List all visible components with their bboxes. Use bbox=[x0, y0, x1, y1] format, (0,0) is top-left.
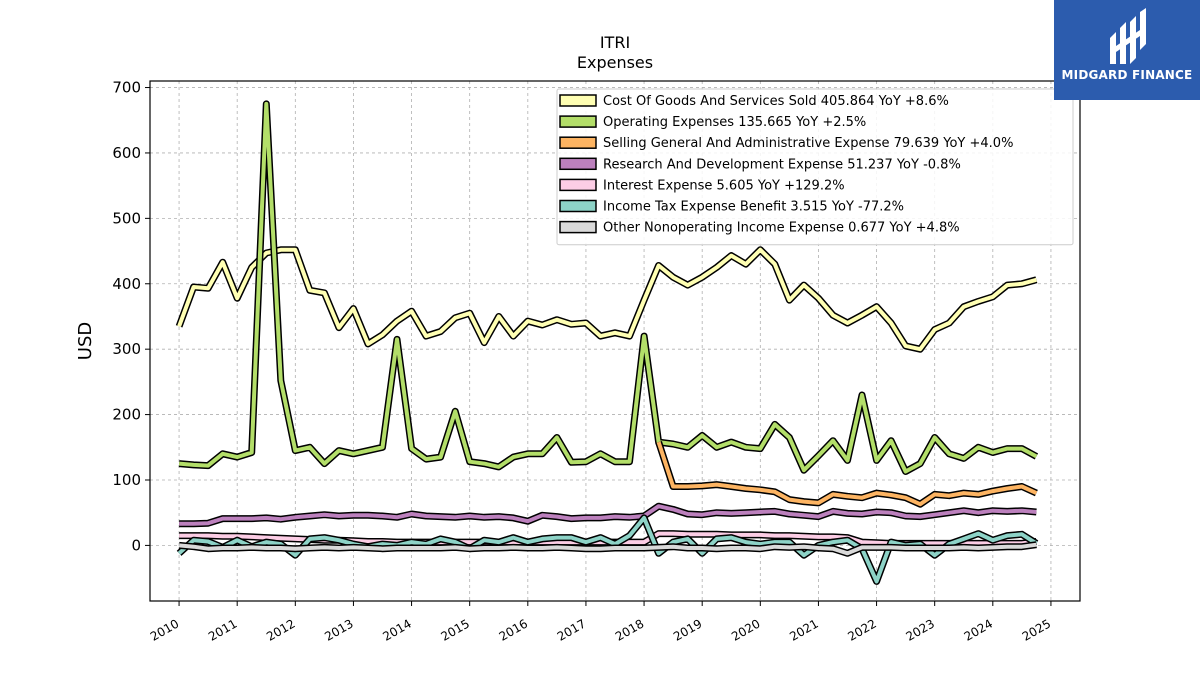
legend-swatch bbox=[559, 178, 597, 192]
y-axis: 0 100 200 300 400 500 600 700 bbox=[112, 79, 150, 554]
legend-entry: Interest Expense 5.605 YoY +129.2% bbox=[603, 178, 845, 193]
legend-entry: Other Nonoperating Income Expense 0.677 … bbox=[603, 221, 960, 236]
legend-swatch bbox=[559, 115, 597, 128]
legend-entry: Cost Of Goods And Services Sold 405.864 … bbox=[603, 94, 949, 109]
legend-entry: Selling General And Administrative Expen… bbox=[603, 136, 1013, 151]
series-6 bbox=[178, 541, 1037, 557]
series-line bbox=[177, 515, 1038, 584]
legend-swatch bbox=[559, 136, 597, 149]
series-0 bbox=[175, 246, 1038, 353]
y-tick-label: 600 bbox=[112, 144, 141, 162]
series-2 bbox=[655, 441, 1038, 508]
midgard-finance-logo: MIDGARD FINANCE bbox=[1054, 0, 1200, 100]
series-1 bbox=[178, 100, 1039, 475]
legend-swatch bbox=[559, 157, 597, 171]
series-line bbox=[656, 441, 1038, 507]
chart-subtitle: Expenses bbox=[577, 53, 653, 72]
legend-entry: Operating Expenses 135.665 YoY +2.5% bbox=[603, 115, 866, 130]
logo-text: MIDGARD FINANCE bbox=[1061, 68, 1193, 82]
y-tick-label: 200 bbox=[112, 406, 141, 424]
legend-frame bbox=[556, 88, 1074, 246]
legend-entry: Research And Development Expense 51.237 … bbox=[603, 157, 961, 172]
chart-title: ITRI bbox=[600, 33, 630, 52]
series-line bbox=[179, 504, 1037, 526]
logo-mark-icon bbox=[1110, 8, 1146, 64]
series-layer bbox=[175, 100, 1039, 585]
y-tick-label: 0 bbox=[131, 536, 141, 554]
plot-frame bbox=[149, 80, 1081, 602]
legend-swatch bbox=[559, 94, 597, 107]
legend-entry: Income Tax Expense Benefit 3.515 YoY -77… bbox=[603, 200, 904, 215]
series-line bbox=[178, 101, 1038, 474]
legend-swatch bbox=[559, 199, 597, 213]
y-tick-label: 400 bbox=[112, 275, 141, 293]
y-tick-label: 500 bbox=[112, 209, 141, 227]
y-tick-label: 700 bbox=[112, 79, 141, 97]
y-tick-label: 300 bbox=[112, 340, 141, 358]
series-3 bbox=[179, 502, 1037, 528]
series-line bbox=[178, 542, 1037, 556]
y-tick-label: 100 bbox=[112, 471, 141, 489]
series-line bbox=[177, 247, 1037, 352]
series-5 bbox=[176, 514, 1039, 585]
legend: Cost Of Goods And Services Sold 405.864 … bbox=[556, 88, 1074, 246]
legend-swatch bbox=[559, 220, 597, 234]
y-axis-label: USD bbox=[75, 322, 96, 360]
